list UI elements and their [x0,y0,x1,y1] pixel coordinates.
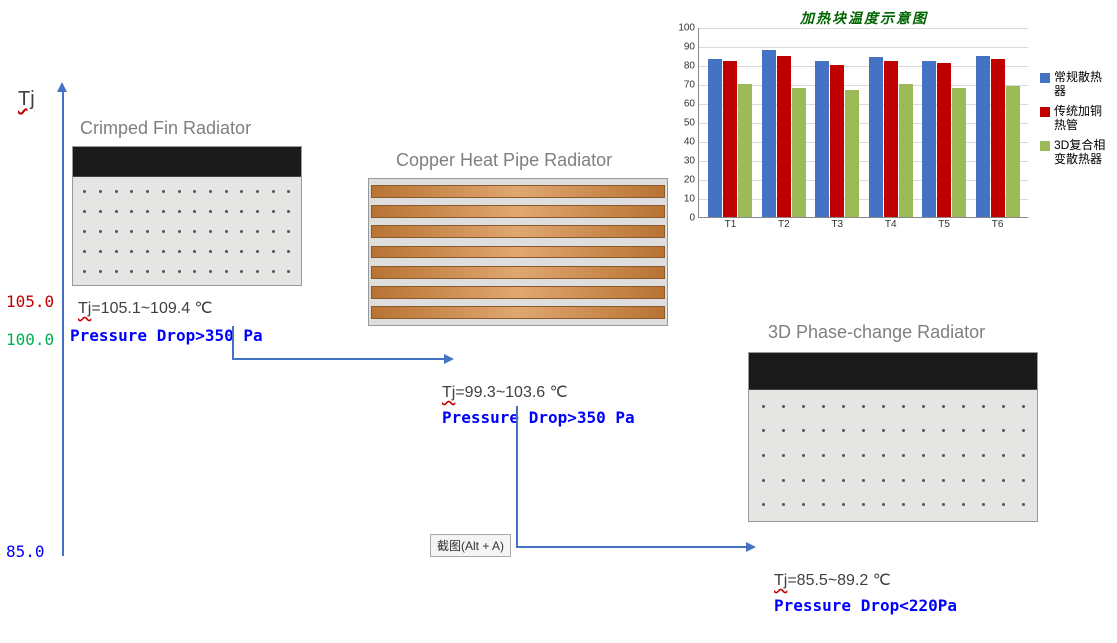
chart-ytick: 80 [684,61,699,72]
tj-axis-arrow [57,82,67,92]
legend-item: 常规散热器 [1040,70,1110,98]
crimped-image [72,146,302,286]
crimped-title: Crimped Fin Radiator [80,118,251,139]
legend-item: 传统加铜热管 [1040,104,1110,132]
chart-ytick: 70 [684,80,699,91]
phase3d-pressure-drop: Pressure Drop<220Pa [774,596,957,615]
chart-bar [708,59,722,217]
tj-axis-tick: 100.0 [6,330,54,349]
legend-label: 3D复合相变散热器 [1054,138,1110,166]
chart-xtick: T4 [885,217,897,230]
chart-bar [991,59,1005,217]
legend-label: 常规散热器 [1054,70,1110,98]
chart-bar [922,61,936,217]
legend-label: 传统加铜热管 [1054,104,1110,132]
chart-xtick: T6 [992,217,1004,230]
chart-bar [723,61,737,217]
chart-xtick: T3 [831,217,843,230]
chart-title: 加热块温度示意图 [800,8,928,28]
legend-swatch [1040,141,1050,151]
chart-bar [792,88,806,217]
chart-bar [845,90,859,217]
chart-bar-group [708,59,752,217]
chart-bar [899,84,913,217]
chart-bar [937,63,951,217]
chart-bar [762,50,776,217]
tj-axis [62,92,64,556]
phase3d-title: 3D Phase-change Radiator [768,322,985,343]
chart-ytick: 90 [684,42,699,53]
chart-ytick: 50 [684,118,699,129]
chart-bar-group [869,57,913,217]
connector [232,326,234,358]
chart-ytick: 0 [689,213,699,224]
tj-axis-tick: 85.0 [6,542,45,561]
copper-pressure-drop: Pressure Drop>350 Pa [442,408,635,427]
chart-bar-group [922,61,966,217]
copper-tj: Tj=99.3~103.6 ℃ [442,382,568,402]
tj-axis-label: Tj [18,88,35,111]
chart-ytick: 20 [684,175,699,186]
legend-item: 3D复合相变散热器 [1040,138,1110,166]
temperature-chart: 0102030405060708090100T1T2T3T4T5T6常规散热器传… [670,10,1110,235]
chart-legend: 常规散热器传统加铜热管 3D复合相变散热器 [1040,70,1110,166]
legend-swatch [1040,107,1050,117]
connector [232,358,444,360]
chart-ytick: 100 [678,23,699,34]
chart-plot-area: 0102030405060708090100T1T2T3T4T5T6 [698,28,1028,218]
tj-axis-tick: 105.0 [6,292,54,311]
connector [516,406,518,546]
chart-bar-group [815,61,859,217]
chart-xtick: T5 [938,217,950,230]
chart-bar [1006,86,1020,217]
chart-bar [869,57,883,217]
chart-ytick: 10 [684,194,699,205]
phase3d-tj: Tj=85.5~89.2 ℃ [774,570,891,590]
phase3d-image [748,352,1038,522]
crimped-tj: Tj=105.1~109.4 ℃ [78,298,213,318]
chart-xtick: T1 [725,217,737,230]
legend-swatch [1040,73,1050,83]
chart-bar-group [762,50,806,217]
chart-bar [952,88,966,217]
chart-bar [815,61,829,217]
chart-gridline [699,47,1028,48]
copper-image [368,178,668,326]
chart-bar [884,61,898,217]
copper-title: Copper Heat Pipe Radiator [396,150,612,171]
chart-ytick: 60 [684,99,699,110]
chart-xtick: T2 [778,217,790,230]
chart-ytick: 40 [684,137,699,148]
chart-ytick: 30 [684,156,699,167]
chart-bar [976,56,990,218]
screenshot-tooltip: 截图(Alt + A) [430,534,511,557]
connector [516,546,746,548]
chart-bar [738,84,752,217]
connector-arrow [746,542,756,552]
chart-gridline [699,28,1028,29]
connector-arrow [444,354,454,364]
chart-bar [830,65,844,217]
chart-bar-group [976,56,1020,218]
chart-bar [777,56,791,218]
